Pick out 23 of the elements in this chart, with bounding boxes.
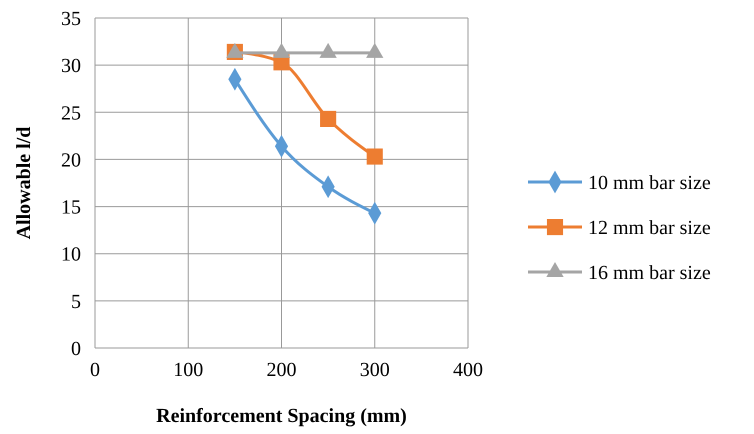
point [272, 42, 290, 58]
legend-label: 10 mm bar size [588, 172, 711, 194]
y-axis-title: Allowable l/d [13, 126, 35, 240]
y-tick-label: 5 [71, 290, 81, 313]
y-tick-label: 10 [61, 244, 81, 266]
point [319, 42, 337, 58]
y-tick-label: 0 [71, 338, 81, 360]
x-tick-label: 100 [173, 359, 204, 381]
point [320, 110, 336, 127]
y-tick-label: 35 [61, 8, 81, 30]
y-tick-label: 30 [61, 55, 81, 78]
point [366, 148, 383, 165]
x-tick-label: 400 [453, 359, 483, 381]
legend-label: 16 mm bar size [588, 262, 711, 284]
y-tick-label: 15 [61, 196, 81, 219]
y-tick-label: 20 [61, 149, 81, 172]
point [366, 42, 384, 58]
x-tick-label: 200 [266, 359, 296, 381]
y-tick-label: 25 [61, 102, 81, 124]
x-tick-label: 0 [90, 359, 100, 381]
legend-label: 12 mm bar size [588, 217, 711, 239]
x-axis-title: Reinforcement Spacing (mm) [156, 405, 407, 427]
x-tick-label: 300 [360, 359, 390, 381]
